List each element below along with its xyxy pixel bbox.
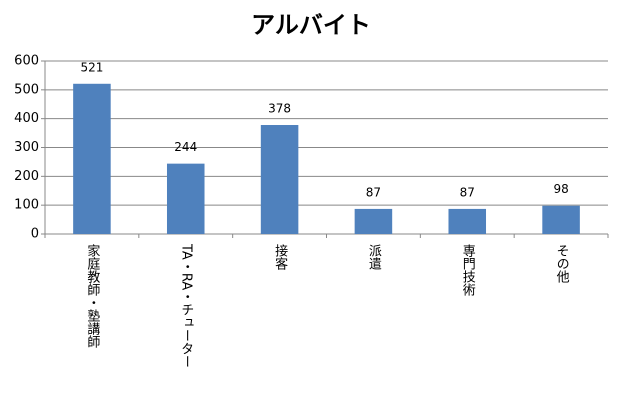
x-tick-label: TA・RA・チューター <box>178 243 193 368</box>
chart-title: アルバイト <box>251 11 371 39</box>
y-tick-label: 400 <box>14 111 39 126</box>
y-tick-label: 0 <box>31 227 39 242</box>
x-tick-label: その他 <box>554 244 570 284</box>
bar <box>354 208 393 234</box>
y-tick-label: 600 <box>14 54 39 69</box>
bar <box>73 83 111 234</box>
bar <box>542 205 580 234</box>
data-label: 87 <box>366 185 381 199</box>
x-tick-label: 専門技術 <box>460 244 476 297</box>
y-tick-label: 300 <box>14 140 39 155</box>
data-label: 244 <box>174 140 197 154</box>
data-label: 378 <box>268 102 291 116</box>
y-tick-label: 500 <box>14 82 39 97</box>
x-tick-label: 家庭教師・塾講師 <box>84 243 100 349</box>
data-label: 521 <box>80 60 103 74</box>
data-label: 87 <box>460 185 475 199</box>
x-tick-label: 派遣 <box>366 244 382 271</box>
x-tick-label: 接客 <box>272 243 288 271</box>
data-label: 98 <box>553 182 568 196</box>
bar <box>448 208 487 234</box>
y-tick-label: 100 <box>14 198 39 213</box>
bar <box>166 163 205 234</box>
bar <box>260 125 299 234</box>
y-tick-label: 200 <box>14 169 39 184</box>
